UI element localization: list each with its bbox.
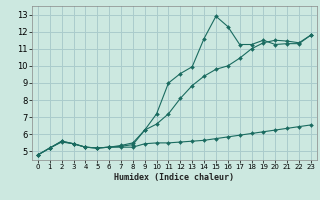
X-axis label: Humidex (Indice chaleur): Humidex (Indice chaleur) [115, 173, 234, 182]
